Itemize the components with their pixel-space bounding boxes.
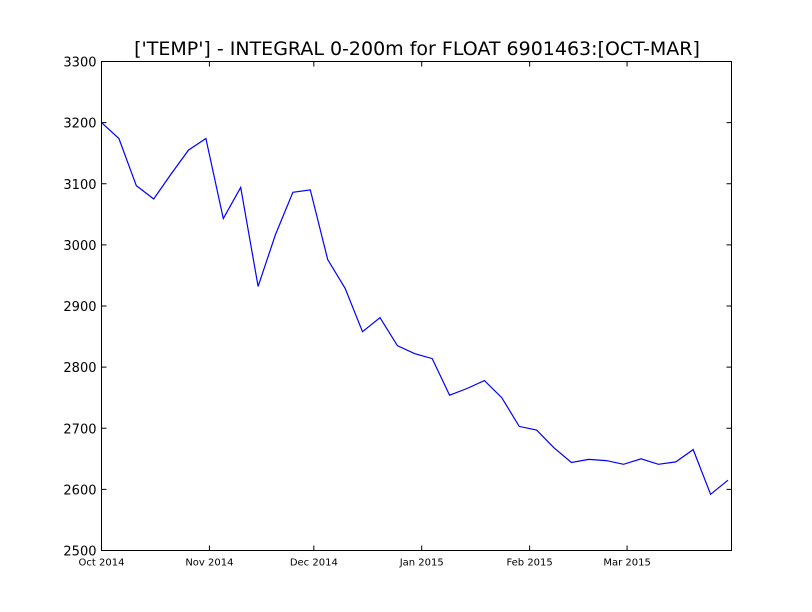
data-point <box>570 461 573 464</box>
x-tick-label: Feb 2015 <box>506 558 552 569</box>
data-point <box>239 186 242 189</box>
plot-frame <box>101 61 732 551</box>
data-point <box>204 137 207 140</box>
chart-title: ['TEMP'] - INTEGRAL 0-200m for FLOAT 690… <box>134 38 700 60</box>
data-point <box>535 428 538 431</box>
data-point <box>170 172 173 175</box>
data-series <box>101 122 729 496</box>
data-point <box>726 479 729 482</box>
data-point <box>448 394 451 397</box>
data-point <box>674 460 677 463</box>
data-point <box>222 217 225 220</box>
data-point <box>378 316 381 319</box>
x-tick-label: Mar 2015 <box>603 558 651 569</box>
data-point <box>309 188 312 191</box>
data-point <box>396 344 399 347</box>
tick-labels: 2500 2600 2700 2800 2900 3000 3100 3200 3300 Oct … <box>63 56 650 569</box>
data-point <box>465 387 468 390</box>
data-point <box>291 191 294 194</box>
y-tick-label: 3000 <box>63 239 96 254</box>
y-tick-label: 2800 <box>63 361 96 376</box>
data-point <box>552 446 555 449</box>
data-point <box>518 425 521 428</box>
data-point <box>587 458 590 461</box>
data-point <box>657 463 660 466</box>
data-point <box>326 258 329 261</box>
y-tick-label: 2500 <box>63 545 96 560</box>
axis-ticks <box>101 61 732 551</box>
data-point <box>257 285 260 288</box>
y-tick-label: 3200 <box>63 117 96 132</box>
data-point <box>274 233 277 236</box>
y-tick-label: 2900 <box>63 300 96 315</box>
x-tick-label: Dec 2014 <box>290 558 338 569</box>
data-point <box>117 137 120 140</box>
x-tick-label: Jan 2015 <box>399 558 444 569</box>
x-tick-label: Nov 2014 <box>185 558 233 569</box>
data-point <box>413 352 416 355</box>
data-point <box>344 287 347 290</box>
y-tick-label: 3100 <box>63 178 96 193</box>
data-point <box>639 457 642 460</box>
y-tick-label: 3300 <box>63 56 96 71</box>
data-point <box>483 379 486 382</box>
series-line <box>101 122 729 496</box>
data-point <box>709 493 712 496</box>
data-point <box>605 459 608 462</box>
data-point <box>135 184 138 187</box>
data-point <box>500 396 503 399</box>
data-point <box>692 448 695 451</box>
x-tick-label: Oct 2014 <box>79 558 125 569</box>
data-point <box>431 357 434 360</box>
data-point <box>622 463 625 466</box>
data-point <box>187 149 190 152</box>
data-point <box>361 330 364 333</box>
data-point <box>152 197 155 200</box>
y-tick-label: 2600 <box>63 483 96 498</box>
y-tick-label: 2700 <box>63 422 96 437</box>
